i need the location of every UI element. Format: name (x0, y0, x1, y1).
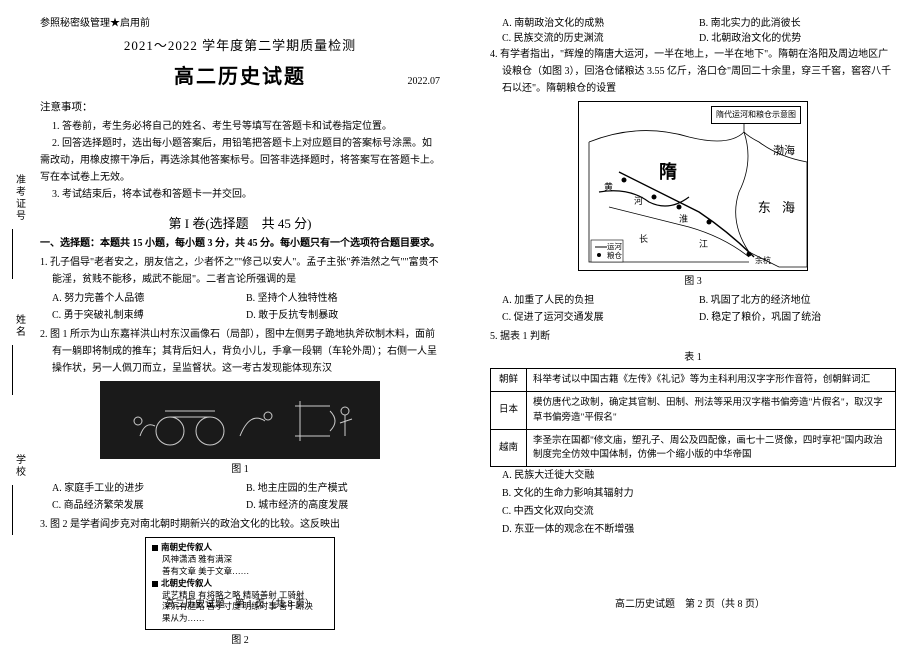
figure-3-caption: 图 3 (490, 273, 896, 290)
q4-opt-d: D. 稳定了粮价，巩固了统治 (699, 309, 896, 326)
instruction: 一、选择题：本题共 15 小题，每小题 3 分，共 45 分。每小题只有一个选项… (40, 236, 440, 252)
question-4: 4. 有学者指出，"辉煌的隋唐大运河，一半在地上，一半在地下"。隋朝在洛阳及周边… (490, 46, 896, 326)
fig2-south: 南朝史传叙人 (152, 542, 328, 554)
q3-opt-a: A. 南朝政治文化的成熟 (502, 14, 699, 29)
exam-date: 2022.07 (408, 76, 441, 87)
figure-2-caption: 图 2 (40, 632, 440, 649)
q3-opt-b: B. 南北实力的此消彼长 (699, 14, 896, 29)
table-row: 日本 模仿唐代之政制，确定其官制、田制、刑法等采用汉字楷书偏旁造"片假名"，取汉… (491, 392, 896, 430)
table-1-caption: 表 1 (490, 349, 896, 366)
confidential-label: 参照秘密级管理★启用前 (40, 14, 440, 29)
bullet-icon (152, 545, 158, 551)
year-line: 2021～2022 学年度第二学期质量检测 (40, 35, 440, 54)
fig2-north: 北朝史传叙人 (152, 578, 328, 590)
q5-opt-a: A. 民族大迁徙大交融 (502, 467, 896, 485)
side-name: 姓名 (12, 314, 27, 387)
footer-1: 高二历史试题 第 1 页（共 8 页） (40, 595, 440, 610)
side-exam-no: 准考证号 (12, 174, 27, 247)
side-line (12, 345, 13, 395)
q3-opt-d: D. 北朝政治文化的优势 (699, 29, 896, 44)
fig2-south-head: 南朝史传叙人 (161, 542, 212, 552)
title-line: 高二历史试题 2022.07 (40, 60, 440, 89)
q1-text: 1. 孔子倡导"老者安之，朋友信之，少者怀之""修己以安人"。孟子主张"养浩然之… (40, 254, 440, 288)
country-cell: 日本 (491, 392, 527, 430)
footer-2: 高二历史试题 第 2 页（共 8 页） (490, 595, 890, 610)
content-cell: 科举考试以中国古籍《左传》《礼记》等为主科利用汉字字形作音符，创朝鲜词汇 (527, 369, 896, 392)
question-2: 2. 图 1 所示为山东嘉祥洪山村东汉画像石（局部），图中左侧男子跪地执斧砍制木… (40, 326, 440, 514)
q1-options: A. 努力完善个人品德 B. 坚持个人独特性格 C. 勇于突破礼制束缚 D. 敢… (40, 290, 440, 324)
exam-no-label: 准考证号 (12, 174, 27, 222)
map-river: 河 (634, 194, 643, 209)
map-legend: 运河 粮仓 (607, 242, 622, 260)
table-row: 朝鲜 科举考试以中国古籍《左传》《礼记》等为主科利用汉字字形作音符，创朝鲜词汇 (491, 369, 896, 392)
q4-options: A. 加重了人民的负担 B. 巩固了北方的经济地位 C. 促进了运河交通发展 D… (490, 292, 896, 326)
q5-opt-c: C. 中西文化双向交流 (502, 503, 896, 521)
side-line (12, 229, 13, 279)
q4-opt-b: B. 巩固了北方的经济地位 (699, 292, 896, 309)
bullet-icon (152, 581, 158, 587)
q3-opt-c: C. 民族交流的历史渊流 (502, 29, 699, 44)
q4-text: 4. 有学者指出，"辉煌的隋唐大运河，一半在地上，一半在地下"。隋朝在洛阳及周边… (490, 46, 896, 97)
q2-opt-d: D. 城市经济的高度发展 (246, 497, 440, 514)
notice-3: 3. 考试结束后，将本试卷和答题卡一并交回。 (40, 186, 440, 203)
figure-1-image (100, 381, 380, 459)
q5-opt-b: B. 文化的生命力影响其辐射力 (502, 485, 896, 503)
map-chang: 长 (639, 232, 648, 247)
page-2: A. 南朝政治文化的成熟 B. 南北实力的此消彼长 C. 民族交流的历史渊流 D… (460, 0, 920, 618)
q2-opt-b: B. 地主庄园的生产模式 (246, 480, 440, 497)
table-row: 越南 李圣宗在国都"修文庙，塑孔子、周公及四配像，画七十二贤像，四时享祀"国内政… (491, 429, 896, 467)
q4-opt-a: A. 加重了人民的负担 (502, 292, 699, 309)
content-cell: 模仿唐代之政制，确定其官制、田制、刑法等采用汉字楷书偏旁造"片假名"，取汉字草书… (527, 392, 896, 430)
question-5: 5. 据表 1 判断 表 1 朝鲜 科举考试以中国古籍《左传》《礼记》等为主科利… (490, 328, 896, 539)
figure-2-box: 南朝史传叙人 风神潇洒 雅有满深 善有文章 美于文章…… 北朝史传叙人 武艺精良… (145, 537, 335, 630)
q1-opt-b: B. 坚持个人独特性格 (246, 290, 440, 307)
map-donghai: 东 海 (758, 197, 799, 219)
name-label: 姓名 (12, 314, 27, 338)
q1-opt-c: C. 勇于突破礼制束缚 (52, 307, 246, 324)
fig2-north-head: 北朝史传叙人 (161, 578, 212, 588)
map-sui: 隋 (659, 157, 677, 188)
q1-opt-d: D. 敢于反抗专制暴政 (246, 307, 440, 324)
map-title: 隋代运河和粮仓示意图 (711, 106, 801, 124)
question-3: 3. 图 2 是学者阎步克对南北朝时期新兴的政治文化的比较。这反映出 南朝史传叙… (40, 516, 440, 649)
country-cell: 朝鲜 (491, 369, 527, 392)
question-1: 1. 孔子倡导"老者安之，朋友信之，少者怀之""修己以安人"。孟子主张"养浩然之… (40, 254, 440, 324)
figure-3-map: 隋代运河和粮仓示意图 (578, 101, 808, 271)
q2-opt-c: C. 商品经济繁荣发展 (52, 497, 246, 514)
school-label: 学校 (12, 454, 27, 478)
map-jiang: 江 (699, 237, 708, 252)
notice-2: 2. 回答选择题时，选出每小题答案后，用铅笔把答题卡上对应题目的答案标号涂黑。如… (40, 135, 440, 186)
map-yuhang: 余杭 (755, 254, 771, 268)
q3-options: A. 南朝政治文化的成熟 B. 南北实力的此消彼长 C. 民族交流的历史渊流 D… (490, 14, 896, 44)
q4-opt-c: C. 促进了运河交通发展 (502, 309, 699, 326)
q5-opt-d: D. 东亚一体的观念在不断增强 (502, 521, 896, 539)
map-yellow: 黄 (604, 180, 613, 195)
side-line (12, 485, 13, 535)
page-1: 准考证号 姓名 学校 参照秘密级管理★启用前 2021～2022 学年度第二学期… (0, 0, 460, 618)
q1-opt-a: A. 努力完善个人品德 (52, 290, 246, 307)
q3-text: 3. 图 2 是学者阎步克对南北朝时期新兴的政治文化的比较。这反映出 (40, 516, 440, 533)
map-huai: 淮 (679, 212, 688, 227)
country-cell: 越南 (491, 429, 527, 467)
section-1-header: 第 I 卷(选择题 共 45 分) (40, 213, 440, 232)
table-1: 朝鲜 科举考试以中国古籍《左传》《礼记》等为主科利用汉字字形作音符，创朝鲜词汇 … (490, 368, 896, 467)
side-labels: 准考证号 姓名 学校 (6, 140, 32, 560)
fig2-south-body: 风神潇洒 雅有满深 善有文章 美于文章…… (152, 554, 328, 578)
q5-text: 5. 据表 1 判断 (490, 328, 896, 345)
q2-options: A. 家庭手工业的进步 B. 地主庄园的生产模式 C. 商品经济繁荣发展 D. … (40, 480, 440, 514)
notice-header: 注意事项： (40, 99, 440, 114)
figure-1-caption: 图 1 (40, 461, 440, 478)
content-cell: 李圣宗在国都"修文庙，塑孔子、周公及四配像，画七十二贤像，四时享祀"国内政治制度… (527, 429, 896, 467)
notice-1: 1. 答卷前，考生务必将自己的姓名、考生号等填写在答题卡和试卷指定位置。 (40, 118, 440, 135)
q5-options: A. 民族大迁徙大交融 B. 文化的生命力影响其辐射力 C. 中西文化双向交流 … (490, 467, 896, 539)
q2-opt-a: A. 家庭手工业的进步 (52, 480, 246, 497)
exam-title: 高二历史试题 (174, 66, 306, 88)
q2-text: 2. 图 1 所示为山东嘉祥洪山村东汉画像石（局部），图中左侧男子跪地执斧砍制木… (40, 326, 440, 377)
map-bohai: 渤海 (773, 142, 795, 161)
side-school: 学校 (12, 454, 27, 527)
